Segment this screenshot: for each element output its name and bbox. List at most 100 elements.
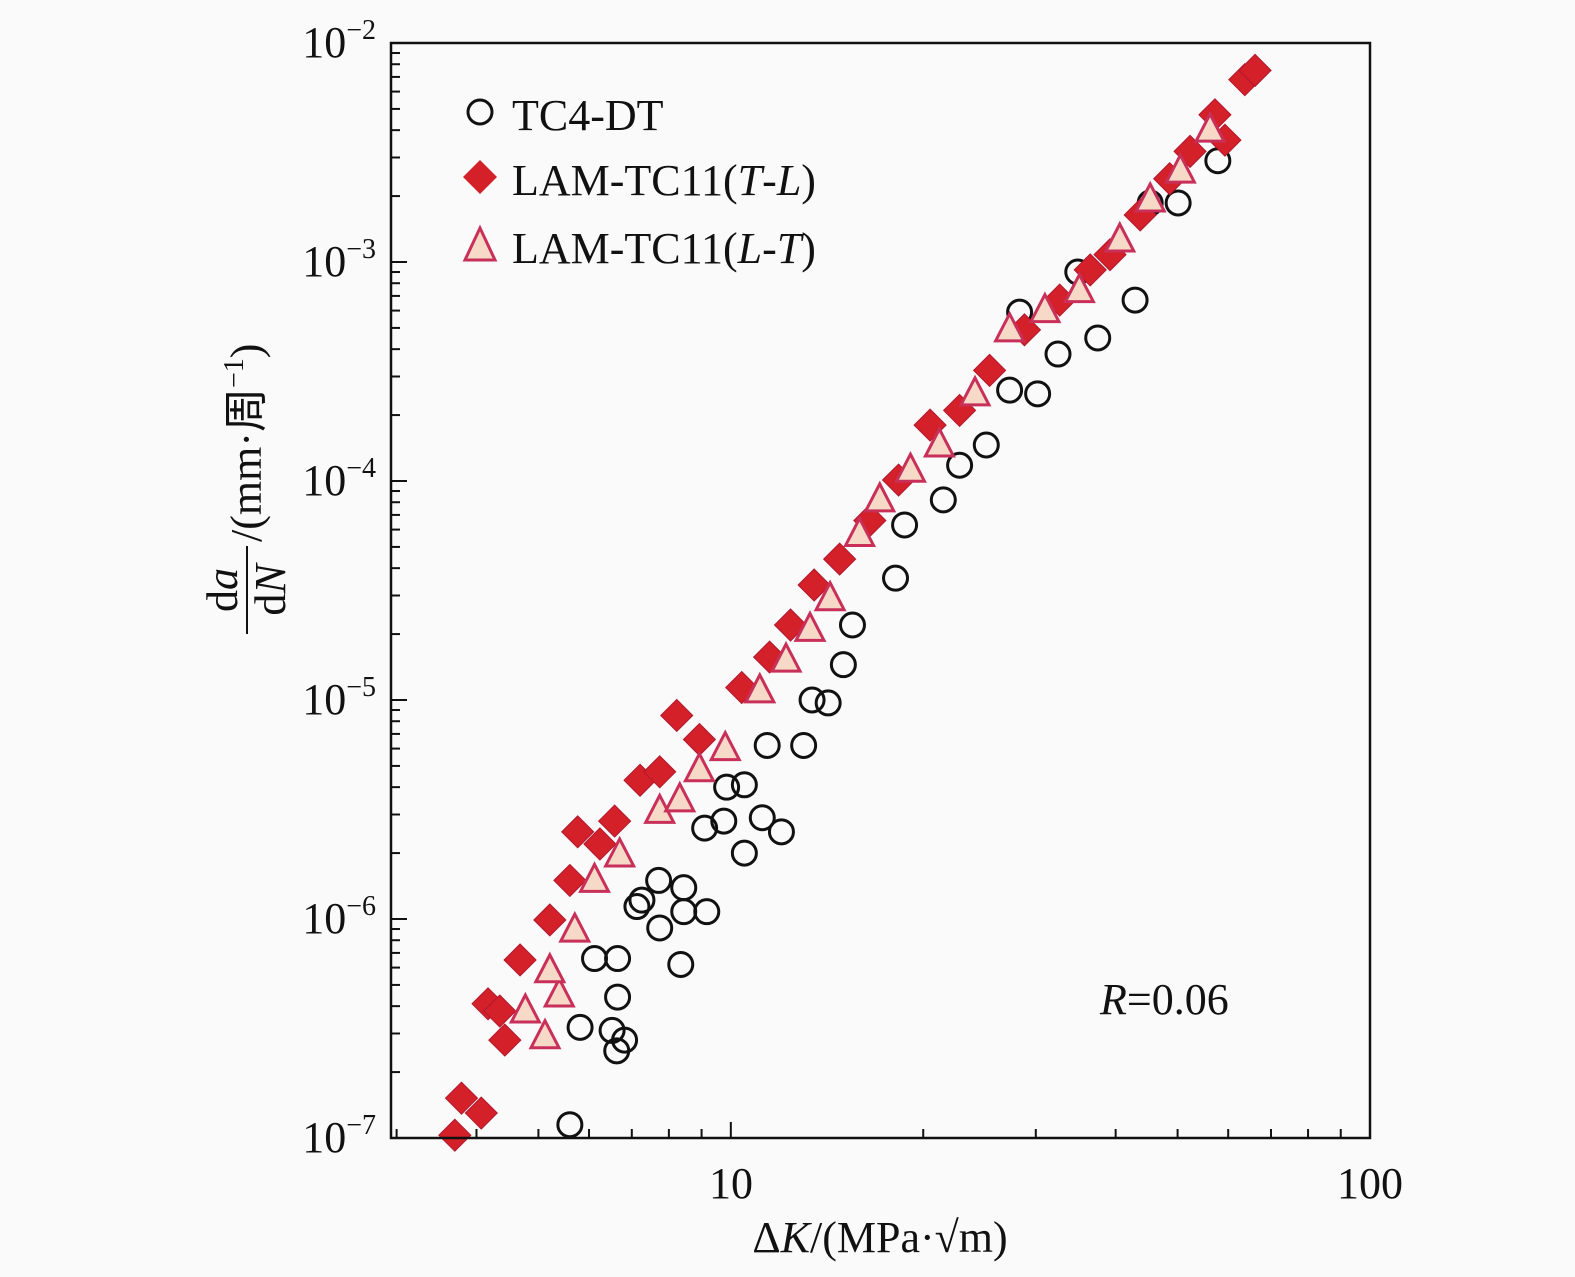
y-axis-title: da dN /(mm·周−1)	[198, 344, 295, 634]
data-point-triangle	[533, 951, 567, 984]
data-point-diamond	[488, 1023, 522, 1057]
data-point-circle	[1024, 380, 1052, 408]
data-point-triangle	[528, 1017, 562, 1050]
data-point-diamond	[1238, 53, 1272, 88]
data-point-circle	[646, 914, 674, 942]
legend-marker-triangle	[462, 224, 498, 262]
data-point-circle	[946, 451, 974, 479]
data-point-triangle	[682, 750, 716, 783]
data-point-circle	[838, 611, 866, 639]
data-point-diamond	[972, 353, 1007, 388]
data-point-triangle	[958, 374, 992, 407]
data-point-circle	[730, 839, 758, 867]
legend-marker-circle	[466, 98, 494, 126]
data-point-triangle	[508, 991, 542, 1024]
axis-ticks	[391, 52, 1342, 1139]
data-point-circle	[814, 689, 842, 717]
data-point-circle	[693, 898, 721, 926]
data-point-circle	[691, 814, 719, 842]
data-point-triangle	[922, 425, 956, 458]
data-point-triangle	[1062, 271, 1096, 304]
y-tick-labels: 10−2 10−3 10−4 10−5 10−6 10−7	[302, 15, 376, 1162]
data-point-triangle	[1163, 151, 1197, 184]
data-point-circle	[670, 874, 698, 902]
data-point-diamond	[597, 804, 632, 838]
legend-label-tc4-dt: TC4-DT	[512, 91, 664, 140]
data-point-diamond	[553, 863, 587, 898]
data-point-diamond	[822, 542, 857, 576]
data-point-diamond	[583, 827, 617, 861]
y-tick-label: 10−7	[302, 1110, 376, 1162]
data-point-circle	[556, 1111, 584, 1139]
data-point-diamond	[464, 1096, 498, 1130]
data-point-triangle	[993, 310, 1027, 343]
data-point-circle	[581, 945, 609, 973]
data-point-triangle	[1103, 220, 1137, 253]
legend-label-lam-tl: LAM-TC11(T-L)	[512, 156, 816, 205]
data-point-triangle	[813, 579, 847, 612]
data-point-diamond	[660, 698, 694, 733]
data-point-circle	[1164, 189, 1192, 217]
x-tick-label: 100	[1337, 1159, 1403, 1208]
data-point-circle	[929, 486, 957, 514]
data-point-circle	[667, 950, 695, 978]
data-point-triangle	[708, 729, 742, 762]
data-point-circle	[611, 1026, 639, 1054]
data-point-triangle	[863, 480, 897, 513]
x-axis-title: ΔK/(MPa·√m)	[752, 1213, 1007, 1262]
data-point-circle	[628, 886, 656, 914]
data-point-circle	[713, 773, 741, 801]
data-point-circle	[1121, 286, 1149, 314]
data-point-circle	[730, 771, 758, 799]
data-point-circle	[1044, 340, 1072, 368]
data-point-triangle	[793, 610, 827, 642]
data-point-triangle	[1133, 180, 1167, 213]
data-point-triangle	[578, 861, 611, 893]
data-point-diamond	[560, 815, 595, 849]
data-point-triangle	[743, 671, 777, 704]
data-point-diamond	[642, 755, 677, 789]
data-point-triangle	[542, 975, 576, 1008]
data-point-circle	[710, 807, 738, 835]
data-points	[438, 53, 1272, 1152]
data-point-circle	[753, 731, 781, 759]
data-point-diamond	[444, 1081, 479, 1115]
y-tick-label: 10−3	[302, 234, 376, 286]
data-point-circle	[882, 564, 910, 592]
data-point-diamond	[483, 994, 517, 1028]
data-point-circle	[604, 945, 632, 973]
y-tick-label: 10−6	[302, 891, 376, 943]
data-point-circle	[790, 731, 818, 759]
y-title-denominator: dN	[246, 562, 295, 616]
data-point-triangle	[603, 835, 637, 868]
data-point-diamond	[438, 1118, 472, 1152]
data-point-circle	[645, 866, 673, 894]
data-point-circle	[748, 804, 776, 832]
data-point-circle	[604, 983, 632, 1011]
y-title-numerator: da	[198, 568, 247, 612]
data-point-circle	[670, 898, 698, 926]
legend-marker-diamond	[463, 160, 497, 194]
data-point-circle	[798, 686, 826, 714]
data-point-triangle	[843, 515, 877, 547]
plot-frame	[389, 41, 1372, 1140]
data-point-triangle	[769, 640, 803, 673]
legend-label-lam-lt: LAM-TC11(L-T)	[512, 224, 816, 273]
data-point-triangle	[663, 780, 697, 813]
legend: TC4-DT LAM-TC11(T-L) LAM-TC11(L-T)	[462, 91, 816, 273]
data-point-circle	[829, 651, 857, 679]
r-ratio-annotation: R=0.06	[1099, 975, 1229, 1024]
data-point-circle	[972, 431, 1000, 459]
data-point-diamond	[533, 903, 567, 937]
data-point-triangle	[1193, 110, 1227, 143]
data-point-circle	[767, 818, 795, 846]
data-point-circle	[1084, 324, 1112, 352]
data-point-circle	[566, 1013, 594, 1041]
data-point-triangle	[1028, 291, 1062, 324]
data-point-circle	[623, 893, 651, 921]
data-point-circle	[996, 376, 1024, 404]
y-tick-label: 10−4	[302, 453, 376, 505]
data-point-diamond	[503, 943, 537, 977]
data-point-triangle	[893, 450, 927, 483]
